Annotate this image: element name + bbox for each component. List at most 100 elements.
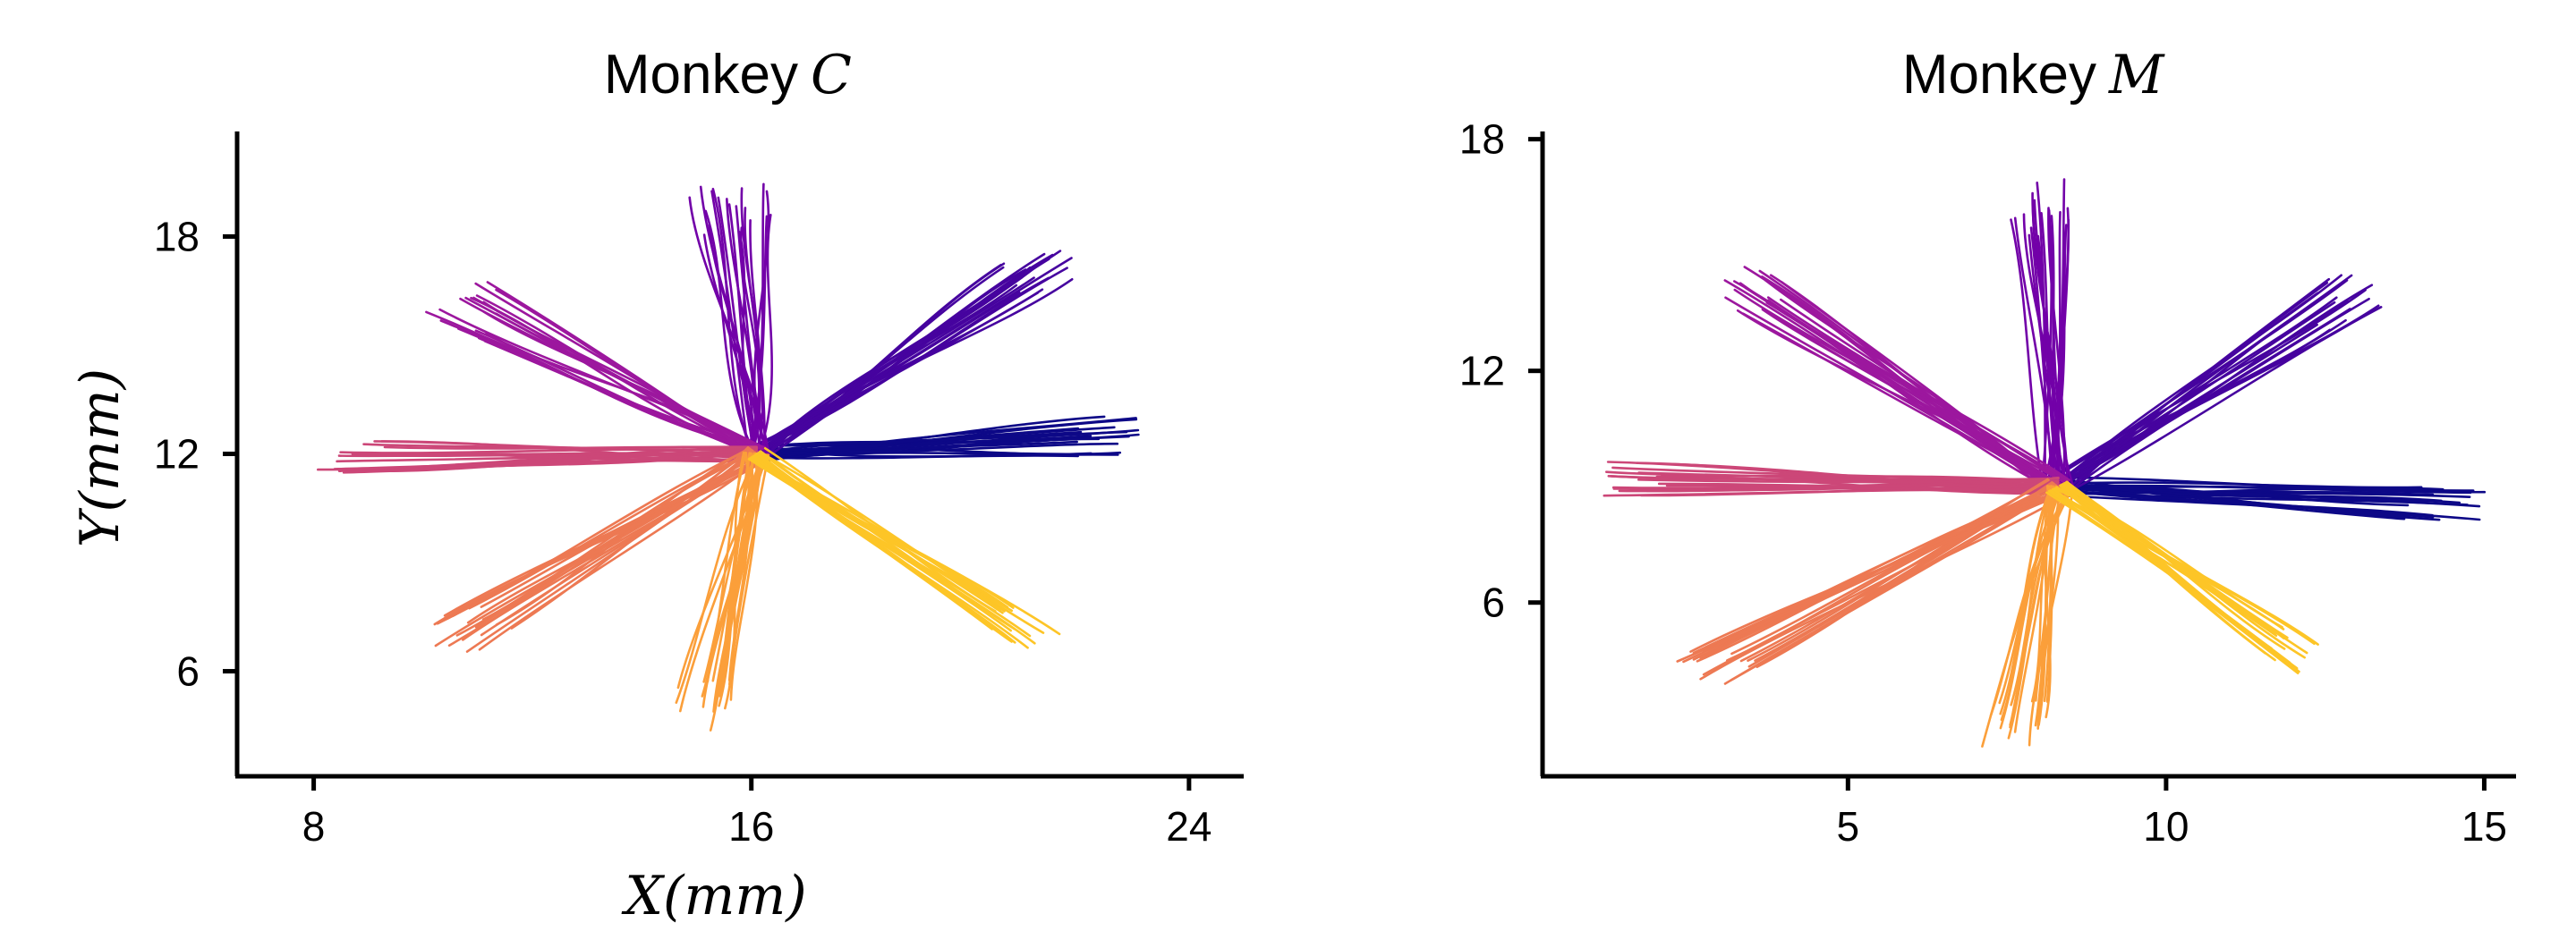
series-target-4 [1723, 266, 2070, 495]
trajectory [1724, 296, 2055, 491]
trajectory [2068, 274, 2353, 495]
trajectory [1761, 308, 2048, 495]
trajectory [756, 435, 1130, 462]
trajectory [752, 190, 770, 455]
x-tick-label: 24 [1166, 803, 1211, 850]
trajectory [1611, 484, 2060, 489]
trajectory [1672, 462, 2060, 493]
series-target-7 [675, 451, 770, 732]
trajectory [1699, 493, 2070, 681]
trajectory [1736, 309, 2062, 487]
series-target-8 [2045, 480, 2319, 674]
y-tick-label: 6 [176, 648, 200, 695]
trajectory [756, 435, 1089, 459]
series-target-8 [747, 447, 1061, 649]
trajectory [2064, 318, 2347, 493]
trajectory [468, 450, 754, 610]
trajectory [2066, 306, 2383, 494]
trajectory [451, 456, 763, 618]
trajectory [485, 332, 760, 454]
series-target-2 [747, 250, 1074, 461]
trajectory [2007, 487, 2075, 740]
trajectory [2043, 485, 2053, 719]
trajectory [2064, 277, 2331, 493]
trajectory [724, 451, 745, 710]
trajectory [756, 453, 1119, 460]
trajectory [2065, 480, 2276, 635]
trajectory [702, 233, 758, 455]
trajectory [747, 291, 1021, 450]
ticks-layer: 5 10 15 6 12 18 [1459, 116, 2507, 850]
trajectory [1730, 483, 2056, 656]
x-tick-label: 10 [2143, 803, 2189, 850]
trajectory [1761, 275, 2060, 488]
x-tick-label: 5 [1837, 803, 1860, 850]
series-target-1 [754, 415, 1140, 463]
trajectory [380, 440, 759, 462]
trajectory [717, 196, 756, 455]
series-target-7 [1981, 485, 2075, 748]
trajectory [356, 453, 759, 463]
trajectory [1692, 492, 2069, 655]
trajectory [1999, 485, 2053, 715]
trajectory [1610, 475, 2060, 490]
y-axis-label: Y(mm) [69, 368, 132, 547]
trajectory [675, 453, 759, 704]
trajectory [433, 459, 768, 626]
y-tick-label: 12 [1459, 348, 1505, 394]
trajectory [478, 456, 764, 651]
trajectory [455, 451, 756, 637]
trajectory [2033, 199, 2062, 488]
trajectory [1637, 478, 2060, 484]
y-tick-label: 18 [154, 213, 200, 259]
trajectory [755, 428, 1140, 454]
trajectory [2045, 485, 2053, 703]
trajectory [752, 268, 1027, 453]
x-axis-label: X(mm) [621, 865, 806, 927]
panel-monkey-c: Monkey C 8 16 24 6 12 18 X(mm) Y(mm) [69, 44, 1244, 927]
trajectory [2066, 308, 2351, 494]
trajectory [2036, 182, 2046, 488]
panel-monkey-m: Monkey M 5 10 15 6 12 18 [1459, 44, 2516, 850]
trajectory-layer [1603, 178, 2487, 748]
trajectory [1676, 489, 2065, 663]
trajectory [2056, 487, 2428, 503]
x-tick-label: 15 [2461, 803, 2507, 850]
series-target-5 [1603, 461, 2060, 497]
y-tick-label: 18 [1459, 116, 1505, 163]
trajectory [729, 453, 759, 701]
series-target-4 [425, 281, 766, 459]
trajectory [2010, 218, 2045, 488]
trajectory [2057, 481, 2423, 489]
trajectory [748, 182, 765, 456]
trajectory [758, 450, 1002, 611]
panel-title: Monkey [1902, 44, 2096, 106]
panel-title-variable: C [811, 44, 852, 106]
trajectory [758, 451, 1045, 634]
series-target-6 [1676, 478, 2070, 685]
trajectory [1998, 486, 2071, 705]
series-target-5 [317, 440, 759, 474]
x-tick-label: 8 [302, 803, 326, 850]
trajectory [393, 453, 759, 461]
trajectory [1756, 478, 2049, 668]
trajectory [470, 296, 760, 454]
series-target-3 [2010, 178, 2075, 488]
trajectory [480, 454, 761, 637]
trajectory [2053, 300, 2336, 487]
trajectory [2055, 492, 2406, 521]
trajectory [752, 292, 1040, 453]
ticks-layer: 8 16 24 6 12 18 [154, 213, 1212, 850]
trajectory [1733, 288, 2070, 482]
panel-title: Monkey [604, 44, 798, 106]
trajectory [1639, 488, 2059, 497]
series-target-6 [433, 446, 768, 653]
trajectory [495, 288, 757, 457]
trajectory [1730, 487, 2062, 681]
x-tick-label: 16 [728, 803, 774, 850]
series-target-3 [688, 182, 773, 456]
trajectory [704, 209, 757, 455]
trajectory-layer [317, 182, 1140, 732]
trajectory [1780, 298, 2067, 484]
